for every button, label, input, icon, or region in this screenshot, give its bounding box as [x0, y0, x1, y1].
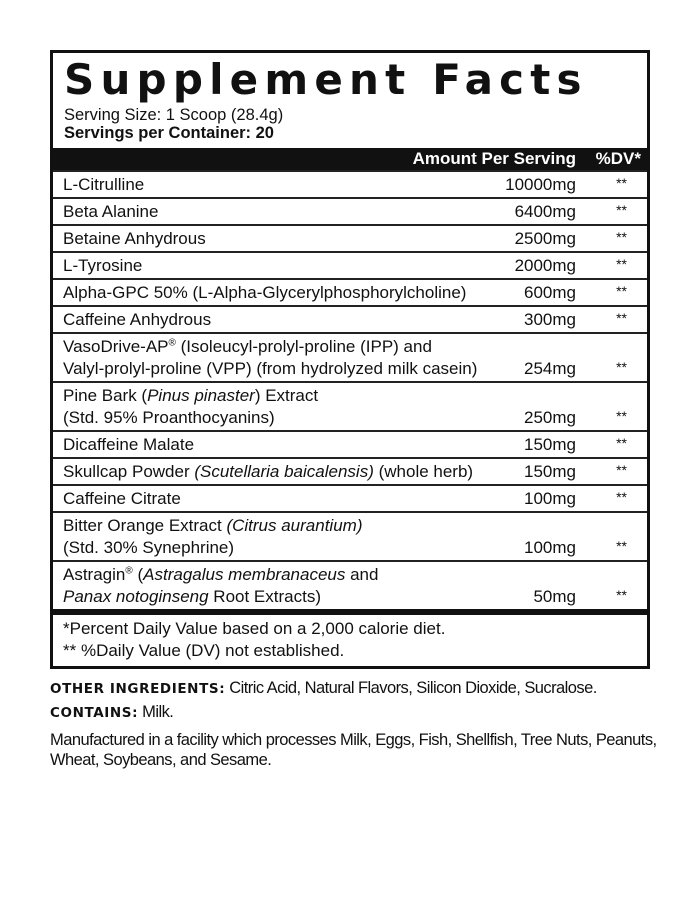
other-ingredients: OTHER INGREDIENTS: Citric Acid, Natural … — [50, 678, 660, 699]
name-text: Bitter Orange Extract — [63, 516, 227, 535]
table-row: L-Citrulline 10000mg ** — [53, 170, 647, 197]
ingredient-dv: ** — [616, 489, 627, 505]
panel-title: Supplement Facts — [64, 55, 588, 104]
ingredient-name: Pine Bark (Pinus pinaster) Extract (Std. … — [63, 385, 513, 429]
facility-statement: Manufactured in a facility which process… — [50, 731, 657, 769]
ingredient-table: L-Citrulline 10000mg ** Beta Alanine 6400mg *… — [53, 170, 647, 609]
servings-per-container: Servings per Container: 20 — [64, 124, 274, 142]
name-text: ) Extract — [254, 386, 319, 405]
registered-mark: ® — [168, 337, 176, 349]
ingredient-amount: 2500mg — [514, 229, 576, 248]
ingredient-amount: 6400mg — [514, 202, 576, 221]
name-text: L-Citrulline — [63, 175, 145, 194]
ingredient-name: L-Tyrosine — [63, 255, 513, 277]
supplement-facts-panel: Supplement Facts Serving Size: 1 Scoop (… — [50, 50, 650, 669]
ingredient-dv: ** — [616, 175, 627, 191]
ingredient-name: Skullcap Powder (Scutellaria baicalensis… — [63, 461, 513, 483]
latin-name: Panax notoginseng — [63, 587, 209, 606]
name-text: (Std. 95% Proanthocyanins) — [63, 408, 275, 427]
name-text: Valyl-prolyl-proline (VPP) (from hydroly… — [63, 359, 478, 378]
name-text: Astragin — [63, 565, 126, 584]
registered-mark: ® — [125, 565, 133, 577]
table-row: Astragin® (Astragalus membranaceus and Pa… — [53, 560, 647, 609]
table-row: Skullcap Powder (Scutellaria baicalensis… — [53, 457, 647, 484]
ingredient-dv: ** — [616, 202, 627, 218]
table-row: Betaine Anhydrous 2500mg ** — [53, 224, 647, 251]
name-text: Dicaffeine Malate — [63, 435, 195, 454]
ingredient-dv: ** — [616, 538, 627, 554]
ingredient-dv: ** — [616, 462, 627, 478]
name-text: Beta Alanine — [63, 202, 159, 221]
name-text: Betaine Anhydrous — [63, 229, 206, 248]
serving-size: Serving Size: 1 Scoop (28.4g) — [64, 106, 284, 124]
table-row: Beta Alanine 6400mg ** — [53, 197, 647, 224]
contains-text: Milk. — [138, 703, 174, 721]
table-row: Dicaffeine Malate 150mg ** — [53, 430, 647, 457]
name-text: VasoDrive-AP — [63, 337, 169, 356]
name-text: and — [345, 565, 379, 584]
footnotes: *Percent Daily Value based on a 2,000 ca… — [53, 609, 647, 666]
ingredient-name: Alpha-GPC 50% (L-Alpha-Glycerylphosphory… — [63, 282, 513, 304]
ingredient-amount: 150mg — [524, 462, 576, 481]
ingredient-name: Bitter Orange Extract (Citrus aurantium)… — [63, 515, 513, 559]
ingredient-name: L-Citrulline — [63, 174, 513, 196]
ingredient-dv: ** — [616, 435, 627, 451]
ingredient-name: Beta Alanine — [63, 201, 513, 223]
table-row: VasoDrive-AP® (Isoleucyl-prolyl-proline … — [53, 332, 647, 381]
table-row: L-Tyrosine 2000mg ** — [53, 251, 647, 278]
name-text: Caffeine Anhydrous — [63, 310, 212, 329]
ingredient-amount: 100mg — [524, 489, 576, 508]
ingredient-name: Dicaffeine Malate — [63, 434, 513, 456]
table-row: Alpha-GPC 50% (L-Alpha-Glycerylphosphory… — [53, 278, 647, 305]
table-row: Pine Bark (Pinus pinaster) Extract (Std. … — [53, 381, 647, 430]
ingredient-dv: ** — [616, 256, 627, 272]
ingredient-dv: ** — [616, 359, 627, 375]
contains-label: CONTAINS: — [50, 705, 139, 721]
ingredient-dv: ** — [616, 283, 627, 299]
ingredient-name: Astragin® (Astragalus membranaceus and Pa… — [63, 564, 513, 608]
ingredient-name: Betaine Anhydrous — [63, 228, 513, 250]
ingredient-amount: 600mg — [524, 283, 576, 302]
ingredient-amount: 150mg — [524, 435, 576, 454]
ingredient-amount: 300mg — [524, 310, 576, 329]
column-header-bar: Amount Per Serving %DV* — [53, 148, 647, 170]
name-text: L-Tyrosine — [63, 256, 143, 275]
name-text: ( — [132, 565, 144, 584]
other-ingredients-label: OTHER INGREDIENTS: — [50, 681, 226, 697]
name-text: (Std. 30% Synephrine) — [63, 538, 235, 557]
dv-header: %DV* — [595, 149, 641, 168]
name-text: Skullcap Powder — [63, 462, 195, 481]
table-row: Caffeine Citrate 100mg ** — [53, 484, 647, 511]
name-text: (whole herb) — [373, 462, 474, 481]
ingredient-amount: 250mg — [524, 408, 576, 427]
contains: CONTAINS: Milk. — [50, 702, 660, 723]
table-row: Bitter Orange Extract (Citrus aurantium)… — [53, 511, 647, 560]
ingredient-dv: ** — [616, 310, 627, 326]
latin-name: (Scutellaria baicalensis) — [194, 462, 374, 481]
ingredient-name: Caffeine Citrate — [63, 488, 513, 510]
name-text: Pine Bark ( — [63, 386, 148, 405]
footnote: ** %Daily Value (DV) not established. — [63, 641, 345, 660]
ingredient-dv: ** — [616, 229, 627, 245]
footnote: *Percent Daily Value based on a 2,000 ca… — [63, 619, 446, 638]
ingredient-name: VasoDrive-AP® (Isoleucyl-prolyl-proline … — [63, 336, 513, 380]
ingredient-amount: 254mg — [524, 359, 576, 378]
ingredient-amount: 10000mg — [505, 175, 576, 194]
latin-name: Astragalus membranaceus — [143, 565, 346, 584]
name-text: Root Extracts) — [208, 587, 321, 606]
latin-name: Pinus pinaster — [147, 386, 255, 405]
ingredient-amount: 100mg — [524, 538, 576, 557]
ingredient-name: Caffeine Anhydrous — [63, 309, 513, 331]
name-text: Caffeine Citrate — [63, 489, 181, 508]
name-text: Alpha-GPC 50% (L-Alpha-Glycerylphosphory… — [63, 283, 467, 302]
ingredient-dv: ** — [616, 408, 627, 424]
ingredient-amount: 50mg — [533, 587, 576, 606]
ingredient-dv: ** — [616, 587, 627, 603]
amount-header: Amount Per Serving — [412, 149, 576, 168]
other-ingredients-text: Citric Acid, Natural Flavors, Silicon Di… — [225, 679, 597, 697]
name-text: (Isoleucyl-prolyl-proline (IPP) and — [175, 337, 432, 356]
table-row: Caffeine Anhydrous 300mg ** — [53, 305, 647, 332]
latin-name: (Citrus aurantium) — [226, 516, 363, 535]
ingredient-amount: 2000mg — [514, 256, 576, 275]
